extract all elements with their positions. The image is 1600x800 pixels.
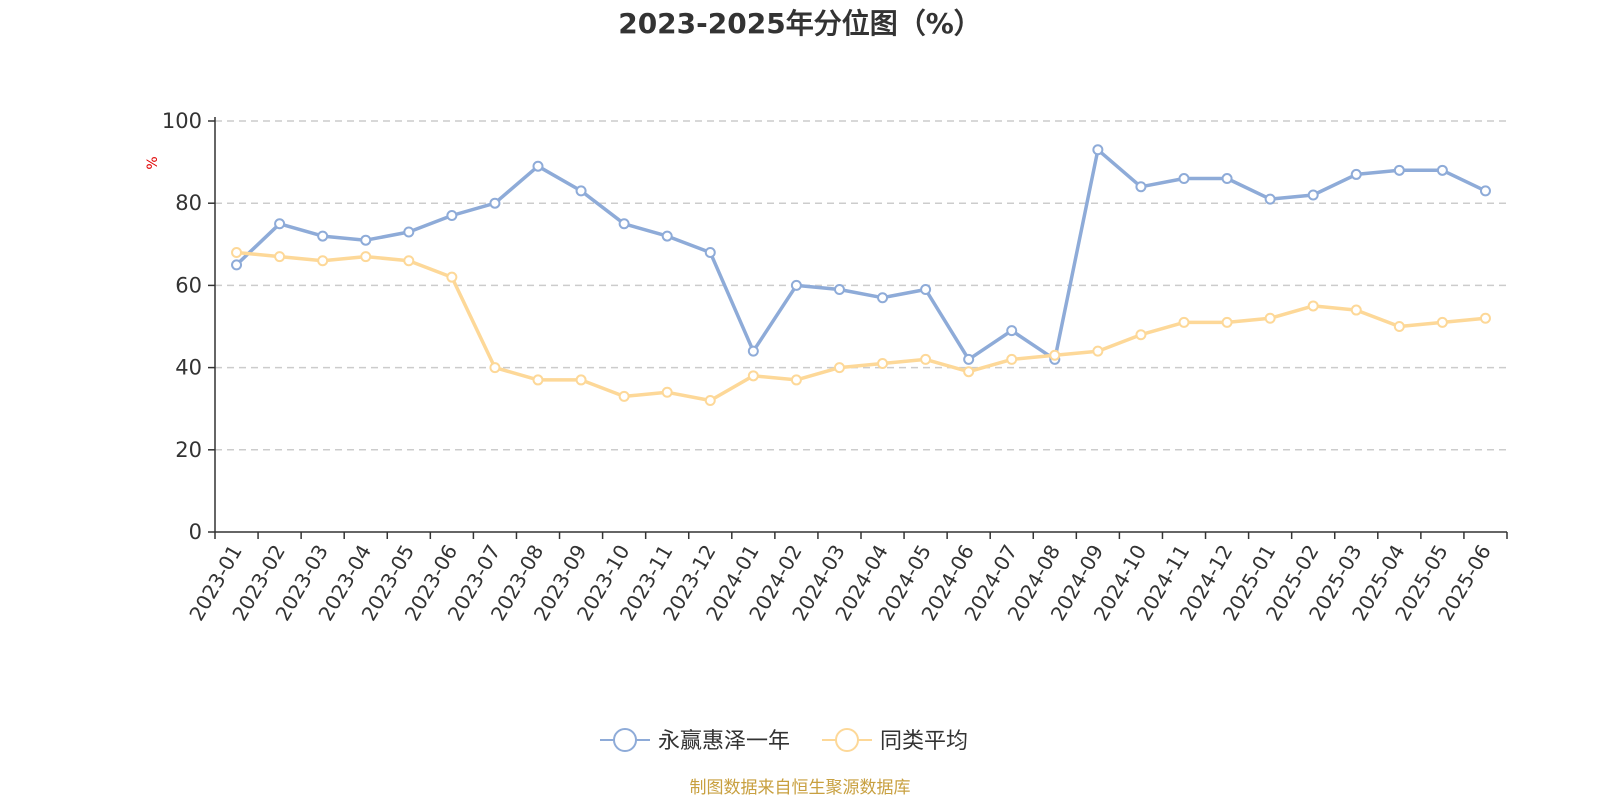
- grid-lines: [215, 120, 1507, 451]
- chart-title: 2023-2025年分位图（%）: [618, 7, 982, 40]
- data-point: [963, 366, 975, 378]
- data-point: [920, 284, 932, 296]
- data-point: [877, 357, 889, 369]
- y-tick-label: 100: [162, 109, 202, 133]
- data-point: [575, 374, 587, 386]
- data-point: [877, 292, 889, 304]
- series-1: [231, 144, 1491, 365]
- data-point: [1135, 181, 1147, 193]
- data-point: [403, 255, 415, 267]
- data-point: [489, 362, 501, 374]
- data-point: [1350, 304, 1362, 316]
- data-point: [1178, 316, 1190, 328]
- data-point: [661, 386, 673, 398]
- data-point: [1092, 144, 1104, 156]
- data-point: [446, 271, 458, 283]
- data-point: [704, 247, 716, 259]
- data-point: [790, 279, 802, 291]
- data-point: [317, 255, 329, 267]
- y-axis-label: %: [145, 156, 161, 169]
- legend-marker-icon: [835, 728, 859, 752]
- data-point: [1436, 164, 1448, 176]
- legend-marker-icon: [613, 728, 637, 752]
- y-tick-label: 80: [175, 191, 202, 215]
- data-point: [1049, 349, 1061, 361]
- legend-item: 同类平均: [822, 728, 968, 754]
- data-point: [618, 390, 630, 402]
- data-point: [661, 230, 673, 242]
- data-point: [360, 251, 372, 263]
- data-point: [1221, 316, 1233, 328]
- data-point: [1393, 321, 1405, 332]
- data-point: [1436, 316, 1448, 328]
- data-point: [317, 230, 329, 242]
- data-point: [1307, 189, 1319, 201]
- data-point: [1006, 353, 1018, 365]
- data-point: [1393, 164, 1405, 176]
- source-note: 制图数据来自恒生聚源数据库: [690, 778, 911, 798]
- series-2: [231, 247, 1491, 406]
- data-point: [274, 218, 286, 230]
- data-point: [833, 284, 845, 296]
- data-point: [575, 185, 587, 197]
- data-point: [1178, 173, 1190, 185]
- legend: 永赢惠泽一年 同类平均: [600, 728, 968, 754]
- y-tick-label: 60: [175, 273, 202, 297]
- y-tick-label: 40: [175, 356, 202, 380]
- data-point: [1092, 345, 1104, 357]
- data-point: [1479, 312, 1491, 324]
- data-point: [704, 394, 716, 406]
- data-point: [1221, 173, 1233, 185]
- data-point: [963, 353, 975, 365]
- data-point: [790, 374, 802, 386]
- legend-item: 永赢惠泽一年: [600, 728, 790, 754]
- data-point: [1264, 193, 1276, 205]
- data-point: [920, 353, 932, 365]
- data-point: [403, 226, 415, 238]
- y-tick-label: 20: [175, 438, 202, 462]
- data-point: [618, 218, 630, 230]
- legend-label: 同类平均: [880, 729, 968, 754]
- data-point: [489, 197, 501, 209]
- series-lines: [231, 144, 1491, 406]
- y-tick-label: 0: [189, 520, 202, 544]
- data-point: [231, 247, 243, 259]
- data-point: [274, 251, 286, 263]
- data-point: [1307, 300, 1319, 312]
- series-line: [234, 148, 1488, 362]
- data-point: [833, 362, 845, 374]
- data-point: [1264, 312, 1276, 324]
- legend-label: 永赢惠泽一年: [658, 729, 790, 754]
- series-line: [234, 250, 1488, 403]
- data-point: [360, 234, 372, 246]
- data-point: [532, 374, 544, 386]
- data-point: [1479, 185, 1491, 197]
- data-point: [747, 345, 759, 357]
- data-point: [446, 210, 458, 222]
- data-point: [532, 160, 544, 172]
- data-point: [747, 370, 759, 382]
- data-point: [1135, 329, 1147, 341]
- data-point: [1350, 168, 1362, 180]
- data-point: [231, 259, 243, 271]
- data-point: [1006, 325, 1018, 337]
